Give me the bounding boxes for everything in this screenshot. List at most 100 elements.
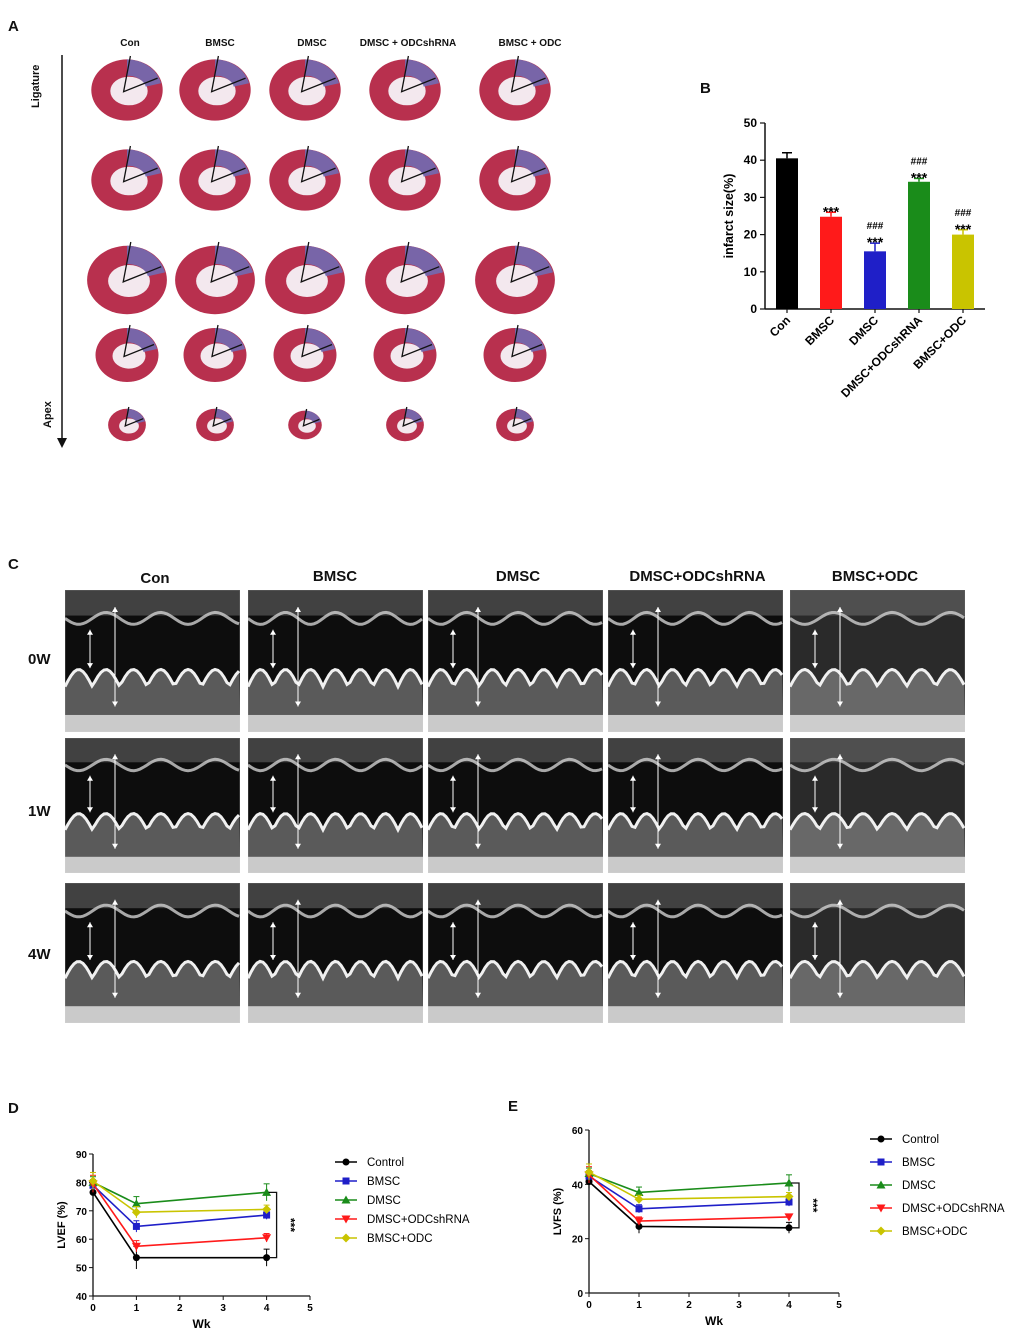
significance-label: *** [806, 1198, 820, 1212]
significance-label: ### [955, 208, 972, 219]
arrow-head [812, 629, 818, 635]
echo-m-mode-image [790, 738, 965, 873]
significance-label: *** [284, 1218, 298, 1232]
x-tick-label: 5 [307, 1303, 313, 1314]
echo-far-field [428, 856, 603, 873]
series-line [588, 1172, 790, 1194]
echo-group-label: DMSC+ODCshRNA [629, 568, 766, 585]
y-tick-label: 60 [572, 1126, 584, 1137]
arrow-head [655, 607, 661, 613]
echo-m-mode-image [428, 738, 603, 873]
posterior-wall-trace [608, 667, 783, 689]
echo-m-mode-image [65, 738, 240, 873]
data-point [634, 1194, 644, 1204]
echo-near-wall [790, 883, 965, 909]
echo-far-field [65, 856, 240, 873]
panel-label-b: B [700, 80, 711, 97]
histology-group-label: BMSC [205, 38, 235, 49]
infarct-size-bar-chart: 0 10 20 30 40 50 infarct size(%) Con *** BMSC *** #… [722, 116, 985, 400]
posterior-wall-trace [65, 667, 240, 689]
y-tick-label: 40 [76, 1292, 88, 1303]
arrow-head [450, 629, 456, 635]
echo-m-mode-image [65, 590, 240, 732]
panel-label-c: C [8, 556, 19, 573]
arrow-head [112, 899, 118, 905]
arrow-head [112, 701, 118, 707]
arrow-head [812, 807, 818, 813]
significance-label: *** [823, 203, 840, 219]
panel-label-e: E [508, 1098, 519, 1115]
arrow-head [812, 955, 818, 960]
echo-row-label: 0W [28, 651, 51, 668]
series-line [92, 1183, 267, 1248]
bar [776, 158, 798, 309]
legend-label: BMSC [902, 1157, 935, 1169]
y-tick-label: 90 [76, 1150, 88, 1161]
arrow-head [295, 843, 301, 849]
arrow-head [475, 701, 481, 707]
x-tick-label: 3 [736, 1300, 742, 1311]
anterior-wall-trace [608, 757, 783, 773]
posterior-wall-trace [790, 959, 965, 981]
posterior-wall-trace [428, 812, 603, 833]
echo-far-field [608, 1006, 783, 1023]
echo-far-field [65, 1006, 240, 1023]
x-tick-label: 1 [636, 1300, 642, 1311]
data-point [132, 1222, 140, 1230]
echo-m-mode-image [608, 883, 783, 1023]
echo-group-label: Con [140, 570, 170, 587]
y-tick-label: 0 [577, 1289, 583, 1300]
lvfs-line-chart: 0 20 40 60 0 1 2 3 4 5 Wk LVFS (%) Control BMSC DMSC DM… [552, 1126, 1005, 1328]
arrow-head [630, 775, 636, 781]
arrow-head [87, 629, 93, 635]
panel-label-a: A [8, 18, 19, 35]
arrow-head [655, 754, 661, 760]
y-tick-label: 80 [76, 1178, 88, 1189]
posterior-wall-trace [248, 812, 423, 834]
echo-group-label: DMSC [495, 568, 541, 585]
echo-far-field [608, 714, 783, 732]
arrow-head [812, 663, 818, 669]
y-tick-label: 10 [744, 265, 758, 279]
arrow-head [295, 607, 301, 613]
y-tick-label: 30 [744, 190, 758, 204]
y-tick-label: 60 [76, 1235, 88, 1246]
data-point [262, 1187, 272, 1196]
heart-lumen [198, 76, 236, 106]
arrow-head [837, 607, 843, 613]
data-point [341, 1195, 351, 1204]
posterior-wall-trace [65, 959, 240, 981]
arrow-head [112, 607, 118, 613]
data-point [784, 1213, 794, 1222]
echo-m-mode-image [248, 590, 423, 732]
data-point [877, 1158, 885, 1166]
arrow-head [655, 701, 661, 707]
echo-far-field [608, 856, 783, 873]
infarct-angle-lines [122, 145, 158, 183]
anterior-wall-trace [65, 757, 240, 773]
data-point [131, 1207, 141, 1217]
x-tick-label: DMSC+ODCshRNA [838, 313, 925, 400]
arrow-head [112, 843, 118, 849]
significance-label: ### [911, 156, 928, 167]
infarct-angle-lines [212, 406, 232, 427]
arrow-head [837, 701, 843, 707]
infarct-angle-lines [300, 145, 336, 183]
histology-group-label: BMSC + ODC [498, 38, 562, 49]
data-point [877, 1135, 885, 1143]
infarct-angle-lines [124, 406, 144, 427]
arrow-head [270, 807, 276, 813]
heart-lumen [288, 166, 326, 196]
x-tick-label: 4 [264, 1303, 270, 1314]
arrow-head [112, 992, 118, 998]
posterior-wall-trace [790, 812, 965, 832]
arrow-head [270, 775, 276, 781]
y-tick-label: 40 [572, 1180, 584, 1191]
posterior-wall-trace [608, 812, 783, 833]
y-tick-label: 20 [572, 1235, 584, 1246]
data-point [785, 1198, 793, 1206]
arrow-head [655, 992, 661, 998]
anterior-wall-trace [608, 610, 783, 626]
series-line [92, 1180, 267, 1214]
data-point [341, 1233, 351, 1243]
